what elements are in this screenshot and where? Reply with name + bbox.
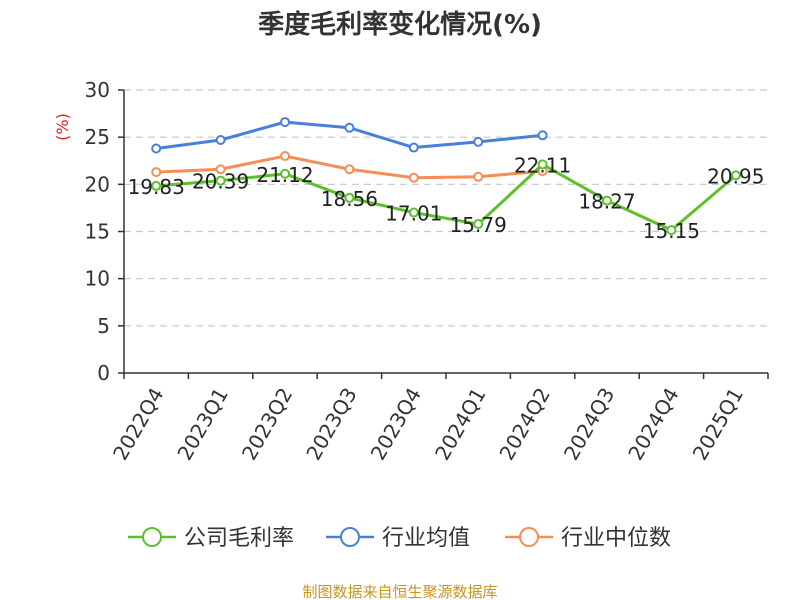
x-tick-label: 2023Q2 [237,384,297,465]
data-point [344,164,355,175]
data-point [537,159,548,170]
data-point [151,143,162,154]
legend-label: 公司毛利率 [184,526,294,551]
data-point [215,175,226,186]
y-tick-label: 15 [85,220,110,244]
legend-marker [142,527,162,547]
data-point [408,207,419,218]
data-label: 17.01 [385,202,442,226]
y-tick-label: 0 [97,361,110,385]
data-point [473,219,484,230]
data-point [280,117,290,128]
legend-marker [340,527,360,547]
series-line [156,162,737,232]
data-point [280,168,290,179]
x-tick-label: 2023Q1 [172,384,232,465]
y-tick-label: 10 [85,267,110,291]
legend-label: 行业均值 [382,526,470,551]
data-point [344,192,355,203]
data-label: 21.12 [256,163,313,187]
data-label: 18.56 [321,187,378,211]
chart-title: 季度毛利率变化情况(%) [258,9,542,40]
x-tick-label: 2022Q4 [108,384,168,465]
data-point [473,171,484,182]
y-tick-label: 25 [85,125,110,149]
y-tick-label: 5 [97,314,110,338]
source-note: 制图数据来自恒生聚源数据库 [302,583,497,600]
x-tick-label: 2024Q2 [494,384,554,465]
data-point [408,172,419,183]
data-label: 20.95 [707,164,764,188]
data-point [151,180,162,191]
data-label: 15.79 [450,213,507,237]
legend-label: 行业中位数 [561,526,671,551]
x-tick-label: 2024Q1 [430,384,490,465]
x-tick-label: 2023Q3 [301,384,361,465]
y-tick-label: 20 [85,172,110,196]
x-tick-label: 2024Q4 [623,384,683,465]
axes: 0 5 10 15 20 25 30 2022Q4 2023Q1 2023Q2 2023Q3 2023… [85,78,769,465]
data-label: 15.15 [643,219,700,243]
x-tick-label: 2025Q1 [688,384,748,465]
data-point [408,142,419,153]
legend-marker [519,527,539,547]
x-tick-label: 2024Q3 [559,384,619,465]
data-label: 19.83 [128,175,185,199]
x-tick-label: 2023Q4 [366,384,426,465]
grid-lines [124,89,768,327]
data-label: 22.11 [514,153,571,177]
data-point [215,164,226,175]
data-point [666,225,677,236]
legend: 公司毛利率 行业均值 行业中位数 [128,526,671,551]
data-label: 18.27 [578,190,635,214]
data-point [280,151,290,162]
data-point [344,122,355,133]
data-point [151,167,162,178]
data-point [537,130,548,141]
data-point [730,170,741,181]
data-point [473,136,484,147]
y-axis-label: (%) [53,113,72,141]
data-point [215,134,226,145]
data-point [602,195,612,206]
y-tick-label: 30 [85,78,110,102]
data-label: 20.39 [192,170,249,194]
data-labels: 19.83 20.39 21.12 18.56 17.01 15.79 22.11 18.27… [128,153,765,243]
series-lines [151,117,741,236]
